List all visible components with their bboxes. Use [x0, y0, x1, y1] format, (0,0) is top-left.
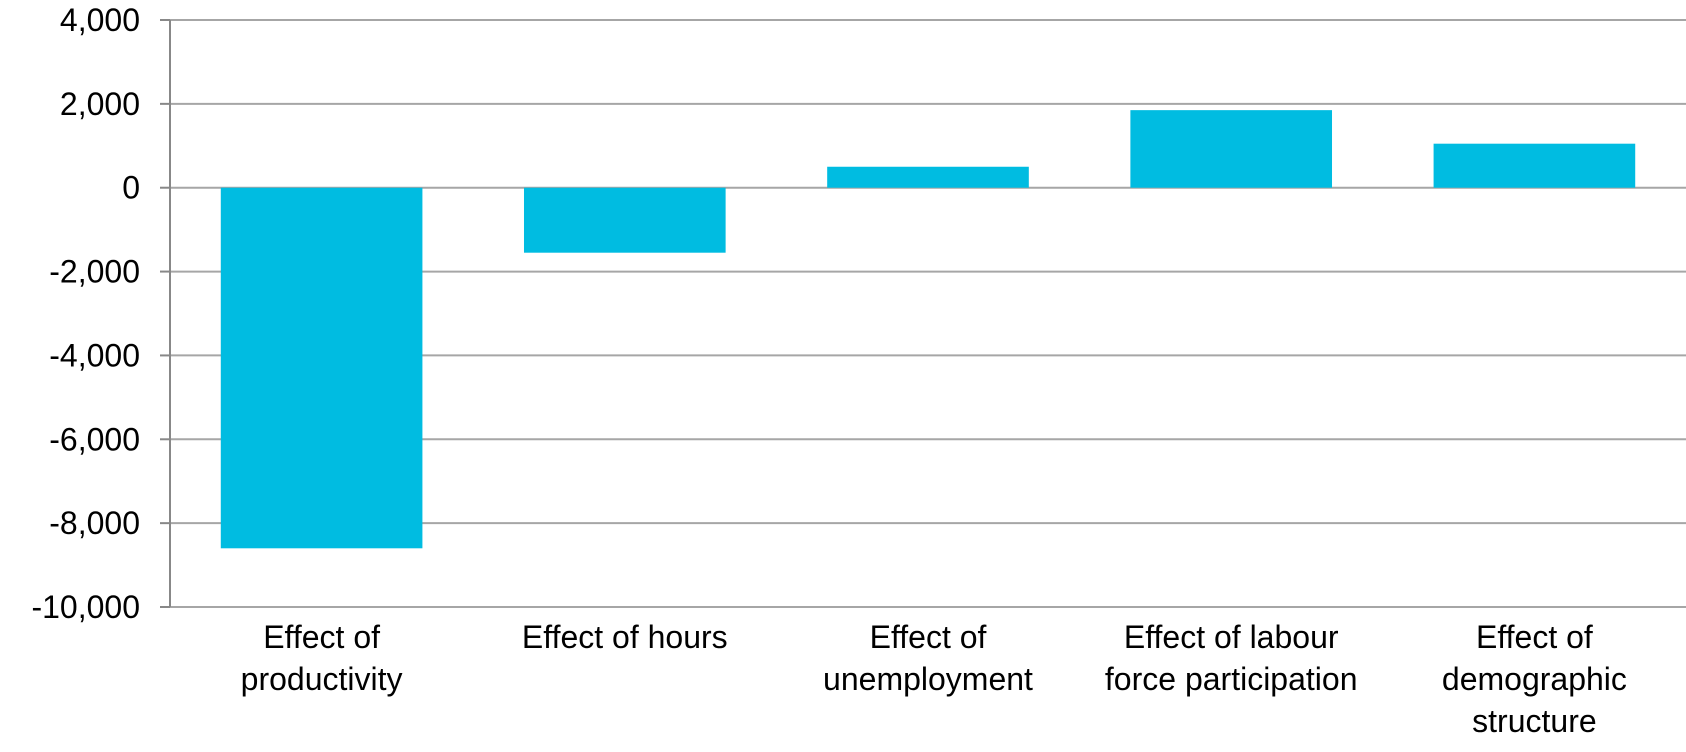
- y-tick-label: -10,000: [31, 589, 140, 625]
- x-category-label: Effect of unemployment: [823, 619, 1033, 697]
- bar: [523, 187, 726, 253]
- x-category-label-line: Effect of labour: [1124, 619, 1339, 655]
- x-category-label-line: force participation: [1105, 661, 1358, 697]
- x-category-label-line: Effect of: [1476, 619, 1593, 655]
- x-category-label-line: Effect of: [263, 619, 380, 655]
- x-category-label: Effect of labour force participation: [1105, 619, 1358, 697]
- y-axis-tick-labels: 4,000 2,000 0 -2,000 -4,000 -6,000 -8,000 -10,0…: [31, 2, 140, 625]
- x-category-label: Effect of hours: [522, 619, 728, 655]
- x-category-label-line: unemployment: [823, 661, 1033, 697]
- axes: [160, 19, 171, 608]
- x-category-label: Effect of productivity: [241, 619, 403, 697]
- x-category-label-line: productivity: [241, 661, 403, 697]
- y-tick-label: -4,000: [49, 337, 140, 373]
- bars: [220, 110, 1636, 549]
- x-axis-category-labels: Effect of productivity Effect of hours Effe…: [241, 619, 1627, 739]
- bar: [1130, 110, 1333, 188]
- bar: [827, 166, 1029, 188]
- bar: [220, 187, 423, 549]
- y-tick-label: 0: [122, 170, 140, 206]
- x-category-label-line: demographic: [1442, 661, 1627, 697]
- y-tick-label: -2,000: [49, 254, 140, 290]
- y-tick-label: 2,000: [60, 86, 140, 122]
- x-category-label-line: structure: [1472, 703, 1596, 739]
- y-tick-label: -8,000: [49, 505, 140, 541]
- x-category-label-line: Effect of: [870, 619, 987, 655]
- bar: [1433, 143, 1636, 188]
- x-category-label-line: Effect of hours: [522, 619, 728, 655]
- y-tick-label: 4,000: [60, 2, 140, 38]
- x-category-label: Effect of demographic structure: [1442, 619, 1627, 739]
- y-tick-label: -6,000: [49, 421, 140, 457]
